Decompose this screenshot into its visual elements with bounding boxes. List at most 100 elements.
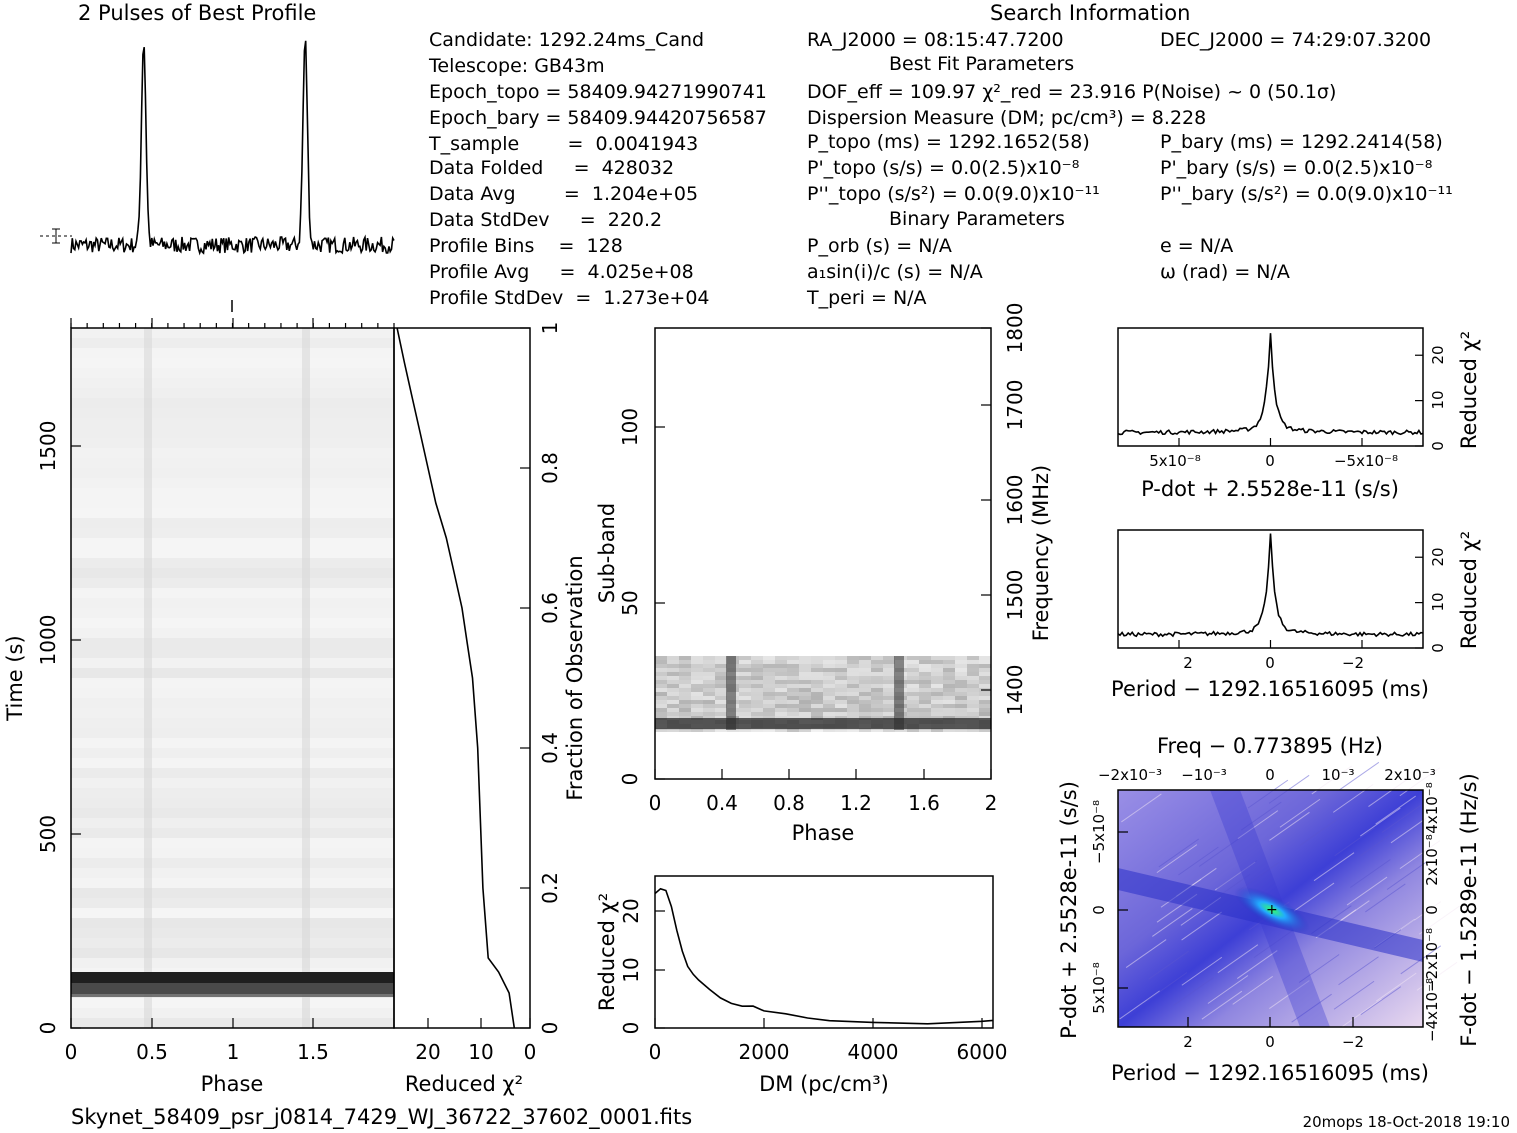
subband-cell: [847, 656, 859, 660]
dm-xtick-0: 0: [649, 1040, 662, 1064]
subband-cell: [871, 664, 883, 668]
subband-cell: [787, 672, 799, 676]
subband-cell: [871, 696, 883, 700]
subband-cell: [835, 656, 847, 660]
subband-cell: [667, 676, 679, 680]
subband-cell: [943, 696, 955, 700]
subband-cell: [835, 664, 847, 668]
subband-cell: [883, 696, 895, 700]
subband-cell: [907, 668, 919, 672]
subband-cell: [823, 664, 835, 668]
time-row: [71, 388, 394, 398]
subband-cell: [871, 688, 883, 692]
subband-cell: [679, 700, 691, 704]
pp-streak: [1158, 838, 1200, 868]
time-row: [71, 778, 394, 788]
subband-cell: [691, 672, 703, 676]
subband-cell: [655, 672, 667, 676]
period-xtick-neg2: −2: [1342, 654, 1364, 672]
time-row: [71, 398, 394, 408]
time-row: [71, 818, 394, 828]
subband-cell: [667, 704, 679, 708]
time-row: [71, 528, 394, 538]
subband-cell: [943, 692, 955, 696]
subband-cell: [907, 728, 919, 732]
subband-cell: [847, 692, 859, 696]
subband-cell: [715, 704, 727, 708]
pp-streak: [1156, 844, 1198, 874]
time-row: [71, 358, 394, 368]
pp-streak: [1298, 954, 1340, 983]
subband-cell: [799, 672, 811, 676]
subband-cell: [655, 708, 667, 712]
pdot-ytick-10: 10: [1429, 390, 1447, 409]
subband-cell: [691, 696, 703, 700]
subband-cell: [871, 684, 883, 688]
subband-cell: [787, 660, 799, 664]
subband-cell: [811, 664, 823, 668]
subband-cell: [967, 692, 979, 696]
subband-cell: [955, 708, 967, 712]
subband-cell: [943, 664, 955, 668]
subband-cell: [883, 684, 895, 688]
subband-cell: [847, 664, 859, 668]
subband-cell: [763, 700, 775, 704]
subband-cell: [967, 664, 979, 668]
subband-cell: [931, 708, 943, 712]
subband-cell: [859, 692, 871, 696]
info-ptopo: P_topo (ms) = 1292.1652(58): [807, 131, 1090, 153]
footer-stamp: 20mops 18-Oct-2018 19:10: [1303, 1113, 1510, 1131]
subband-cell: [799, 680, 811, 684]
time-row: [71, 488, 394, 498]
phase-xlabel: Phase: [201, 1072, 264, 1096]
subband-cell: [967, 704, 979, 708]
info-candidate: Candidate: 1292.24ms_Cand: [429, 29, 704, 51]
subband-cell: [775, 704, 787, 708]
info-profile-stddev: Profile StdDev = 1.273e+04: [429, 287, 710, 309]
pp-streak: [1400, 901, 1442, 931]
subband-cell: [655, 712, 667, 716]
info-data-stddev: Data StdDev = 220.2: [429, 209, 662, 231]
subband-cell: [739, 668, 751, 672]
subband-cell: [787, 668, 799, 672]
subband-cell: [871, 672, 883, 676]
subband-cell: [931, 728, 943, 732]
subband-cell: [775, 688, 787, 692]
pp-xlabel: Period − 1292.16516095 (ms): [1111, 1061, 1429, 1085]
subband-cell: [775, 696, 787, 700]
time-row: [71, 928, 394, 938]
subband-cell: [883, 664, 895, 668]
subband-cell: [751, 708, 763, 712]
subband-cell: [655, 656, 667, 660]
time-row: [71, 478, 394, 488]
subband-cell: [979, 728, 991, 732]
subband-cell: [763, 696, 775, 700]
pp-streak: [1338, 761, 1380, 791]
subband-cell: [763, 688, 775, 692]
subband-cell: [739, 692, 751, 696]
info-e: e = N/A: [1160, 235, 1233, 257]
pdot-xtick-neg: −5x10⁻⁸: [1334, 452, 1398, 470]
subband-cell: [931, 692, 943, 696]
subband-cell: [847, 676, 859, 680]
subband-cell: [847, 708, 859, 712]
subband-cell: [739, 656, 751, 660]
info-epoch-bary: Epoch_bary = 58409.94420756587: [429, 107, 767, 129]
subband-cell: [811, 684, 823, 688]
subband-cell: [907, 660, 919, 664]
dm-xtick-6000: 6000: [957, 1040, 1008, 1064]
subband-cell: [811, 672, 823, 676]
time-row: [71, 568, 394, 578]
subband-cell: [655, 680, 667, 684]
subband-cell: [787, 696, 799, 700]
time-row: [71, 648, 394, 658]
subband-cell: [943, 676, 955, 680]
subband-cell: [667, 668, 679, 672]
time-row: [71, 688, 394, 698]
time-row: [71, 828, 394, 838]
pp-streak: [1399, 767, 1441, 797]
sb-xtick-04: 0.4: [706, 791, 738, 815]
dm-frame: [654, 875, 994, 1029]
subband-cell: [931, 656, 943, 660]
subband-cell: [751, 656, 763, 660]
